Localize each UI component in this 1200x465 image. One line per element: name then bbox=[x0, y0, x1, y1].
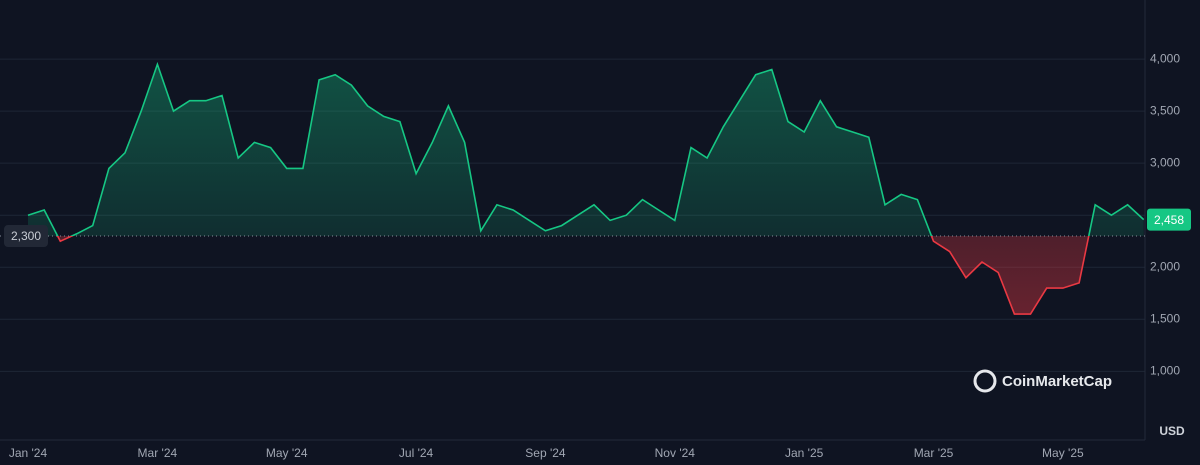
x-tick-label: Mar '24 bbox=[138, 446, 178, 460]
x-tick-label: Mar '25 bbox=[914, 446, 954, 460]
y-tick-label: 1,500 bbox=[1150, 311, 1180, 325]
x-tick-label: May '25 bbox=[1042, 446, 1084, 460]
watermark: CoinMarketCap bbox=[973, 369, 1112, 393]
currency-label: USD bbox=[1159, 424, 1185, 438]
x-tick-label: Jan '24 bbox=[9, 446, 48, 460]
baseline-badge bbox=[4, 225, 48, 248]
x-tick-label: Sep '24 bbox=[525, 446, 566, 460]
y-tick-label: 3,000 bbox=[1150, 155, 1180, 169]
x-tick-label: May '24 bbox=[266, 446, 308, 460]
x-tick-label: Nov '24 bbox=[655, 446, 696, 460]
last-price-badge bbox=[1147, 208, 1191, 231]
price-line-down bbox=[56, 236, 1090, 315]
x-tick-label: Jul '24 bbox=[399, 446, 434, 460]
y-tick-label: 3,500 bbox=[1150, 103, 1180, 117]
area-up bbox=[28, 64, 1144, 237]
baseline-label: 2,300 bbox=[11, 229, 41, 243]
watermark-text: CoinMarketCap bbox=[1002, 373, 1112, 390]
x-tick-label: Jan '25 bbox=[785, 446, 824, 460]
last-price-label: 2,458 bbox=[1154, 213, 1184, 227]
area-down bbox=[28, 236, 1144, 315]
y-tick-label: 1,000 bbox=[1150, 363, 1180, 377]
y-tick-label: 4,000 bbox=[1150, 51, 1180, 65]
logo bbox=[973, 369, 997, 393]
y-tick-label: 2,000 bbox=[1150, 259, 1180, 273]
price-line-up bbox=[27, 61, 1145, 237]
